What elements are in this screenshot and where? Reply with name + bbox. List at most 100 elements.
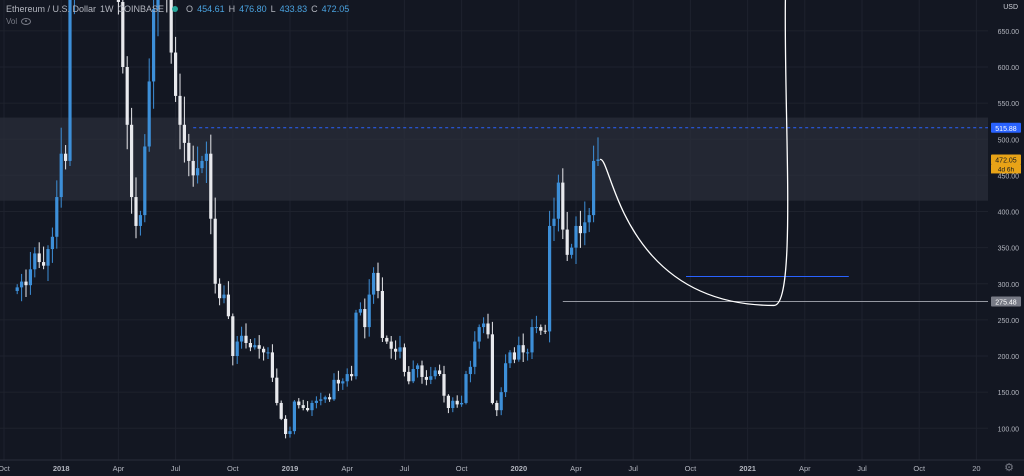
horizontal-levels <box>193 127 988 302</box>
price-tick-label: 400.00 <box>998 210 1020 217</box>
price-tick-label: 600.00 <box>998 65 1020 72</box>
candle-body <box>394 348 398 352</box>
candle-body <box>534 327 538 329</box>
time-tick-label: Apr <box>113 464 125 473</box>
price-tag-label: 515.88 <box>995 126 1017 133</box>
candle-body <box>490 334 494 403</box>
candle-body <box>226 294 230 317</box>
candle-body <box>446 395 450 409</box>
time-tick-label: 20 <box>972 464 980 473</box>
time-tick-label: Oct <box>0 464 11 473</box>
interval-label[interactable]: 1W <box>100 4 114 14</box>
market-status-icon <box>172 6 179 12</box>
candle-body <box>499 392 503 411</box>
time-tick-label: Oct <box>227 464 240 473</box>
candle-body <box>319 399 323 401</box>
gear-icon[interactable]: ⚙ <box>1004 462 1014 474</box>
candle-body <box>583 222 587 234</box>
symbol-name[interactable]: Ethereum / U.S. Dollar <box>6 4 97 14</box>
price-axis[interactable]: 100.00 150.00 200.00 250.00 300.00 350.00 400.… <box>988 0 1024 476</box>
candle-body <box>539 327 543 331</box>
candle-body <box>460 402 464 405</box>
candle-body <box>578 225 582 234</box>
price-tag-label: 275.48 <box>995 299 1017 306</box>
candle-body <box>156 0 160 10</box>
candle-body <box>297 401 301 406</box>
candle-body <box>169 0 173 53</box>
candle-body <box>134 197 138 226</box>
candle-body <box>121 1 125 68</box>
candle-body <box>372 272 376 295</box>
eye-icon[interactable] <box>21 18 32 25</box>
candle-body <box>196 168 200 176</box>
volume-legend: Vol <box>6 17 32 26</box>
candle-body <box>174 52 178 96</box>
candle-body <box>292 401 296 432</box>
candle-body <box>182 124 186 143</box>
candle-body <box>565 229 569 255</box>
candle-body <box>240 335 244 342</box>
time-tick-label: Jul <box>400 464 410 473</box>
price-tick-label: 650.00 <box>998 29 1020 36</box>
time-tick-label: 2021 <box>739 464 756 473</box>
candle-body <box>416 365 420 370</box>
candle-body <box>385 337 389 342</box>
candle-body <box>376 272 380 291</box>
candle-body <box>358 309 362 313</box>
candle-body <box>50 236 54 250</box>
candle-body <box>332 379 336 400</box>
candle-body <box>345 374 349 382</box>
candle-body <box>222 294 226 299</box>
candle-body <box>116 0 120 2</box>
candle-body <box>200 160 204 169</box>
time-axis[interactable]: Oct 2018 Apr Jul Oct 2019 Apr Jul Oct 2020 Apr Jul O… <box>0 459 1024 473</box>
candle-body <box>574 225 578 248</box>
candle-body <box>323 397 327 400</box>
candle-body <box>530 327 534 353</box>
candle-body <box>552 218 556 226</box>
candle-body <box>262 348 266 353</box>
projection-curve[interactable] <box>599 0 792 307</box>
candle-body <box>570 247 574 255</box>
candle-body <box>482 323 486 328</box>
candle-body <box>367 294 371 328</box>
resistance-zone-box <box>0 117 988 201</box>
time-tick-label: 2020 <box>510 464 527 473</box>
exchange-label: COINBASE <box>117 4 165 14</box>
projection-drawing[interactable] <box>599 0 792 307</box>
price-tick-label: 550.00 <box>998 101 1020 108</box>
candle-body <box>279 402 283 419</box>
candle-body <box>288 431 292 435</box>
price-tick-label: 250.00 <box>998 318 1020 325</box>
candle-body <box>33 253 37 270</box>
candle-body <box>543 330 547 332</box>
candle-body <box>512 352 516 360</box>
candle-body <box>521 345 525 353</box>
candle-body <box>341 381 345 384</box>
time-tick-label: Jul <box>628 464 638 473</box>
candle-body <box>213 218 217 284</box>
candle-body <box>15 287 19 291</box>
candle-body <box>442 374 446 396</box>
currency-label[interactable]: USD <box>1003 4 1018 11</box>
candle-body <box>37 253 41 263</box>
candle-body <box>301 405 305 409</box>
candle-body <box>420 365 424 377</box>
candle-body <box>473 341 477 367</box>
candle-body <box>363 309 367 328</box>
candle-body <box>354 312 358 377</box>
high-value: 476.80 <box>239 4 267 14</box>
candle-body <box>350 374 354 377</box>
candle-body <box>191 160 195 176</box>
price-tick-label: 200.00 <box>998 354 1020 361</box>
candle-body <box>429 376 433 380</box>
high-key: H <box>228 4 236 14</box>
candle-body <box>253 345 257 348</box>
time-tick-label: Jul <box>171 464 181 473</box>
candle-body <box>596 159 600 161</box>
candle-body <box>433 370 437 377</box>
close-value: 472.05 <box>321 4 350 14</box>
candle-body <box>424 376 428 380</box>
